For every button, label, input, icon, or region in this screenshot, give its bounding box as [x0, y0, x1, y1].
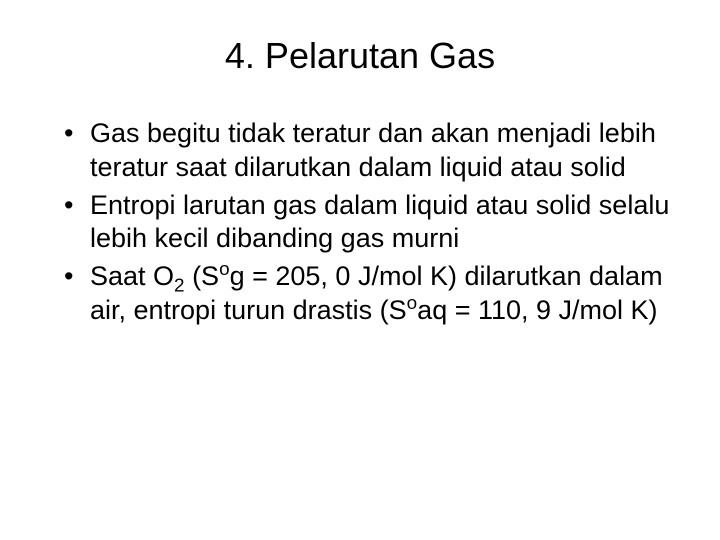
- text-part: o: [407, 293, 418, 314]
- text-part: Saat O: [90, 261, 174, 291]
- text-part: aq = 110, 9 J/mol K): [417, 295, 657, 325]
- bullet-item: Gas begitu tidak teratur dan akan menjad…: [60, 117, 670, 185]
- text-part: 2: [174, 275, 185, 296]
- text-part: Gas begitu tidak teratur dan akan menjad…: [90, 118, 656, 182]
- text-part: o: [219, 259, 230, 280]
- bullet-item: Saat O2 (Sog = 205, 0 J/mol K) dilarutka…: [60, 260, 670, 328]
- text-part: Entropi larutan gas dalam liquid atau so…: [90, 190, 669, 254]
- bullet-item: Entropi larutan gas dalam liquid atau so…: [60, 189, 670, 257]
- slide-title: 4. Pelarutan Gas: [50, 35, 670, 77]
- text-part: (S: [185, 261, 220, 291]
- bullet-list: Gas begitu tidak teratur dan akan menjad…: [50, 117, 670, 328]
